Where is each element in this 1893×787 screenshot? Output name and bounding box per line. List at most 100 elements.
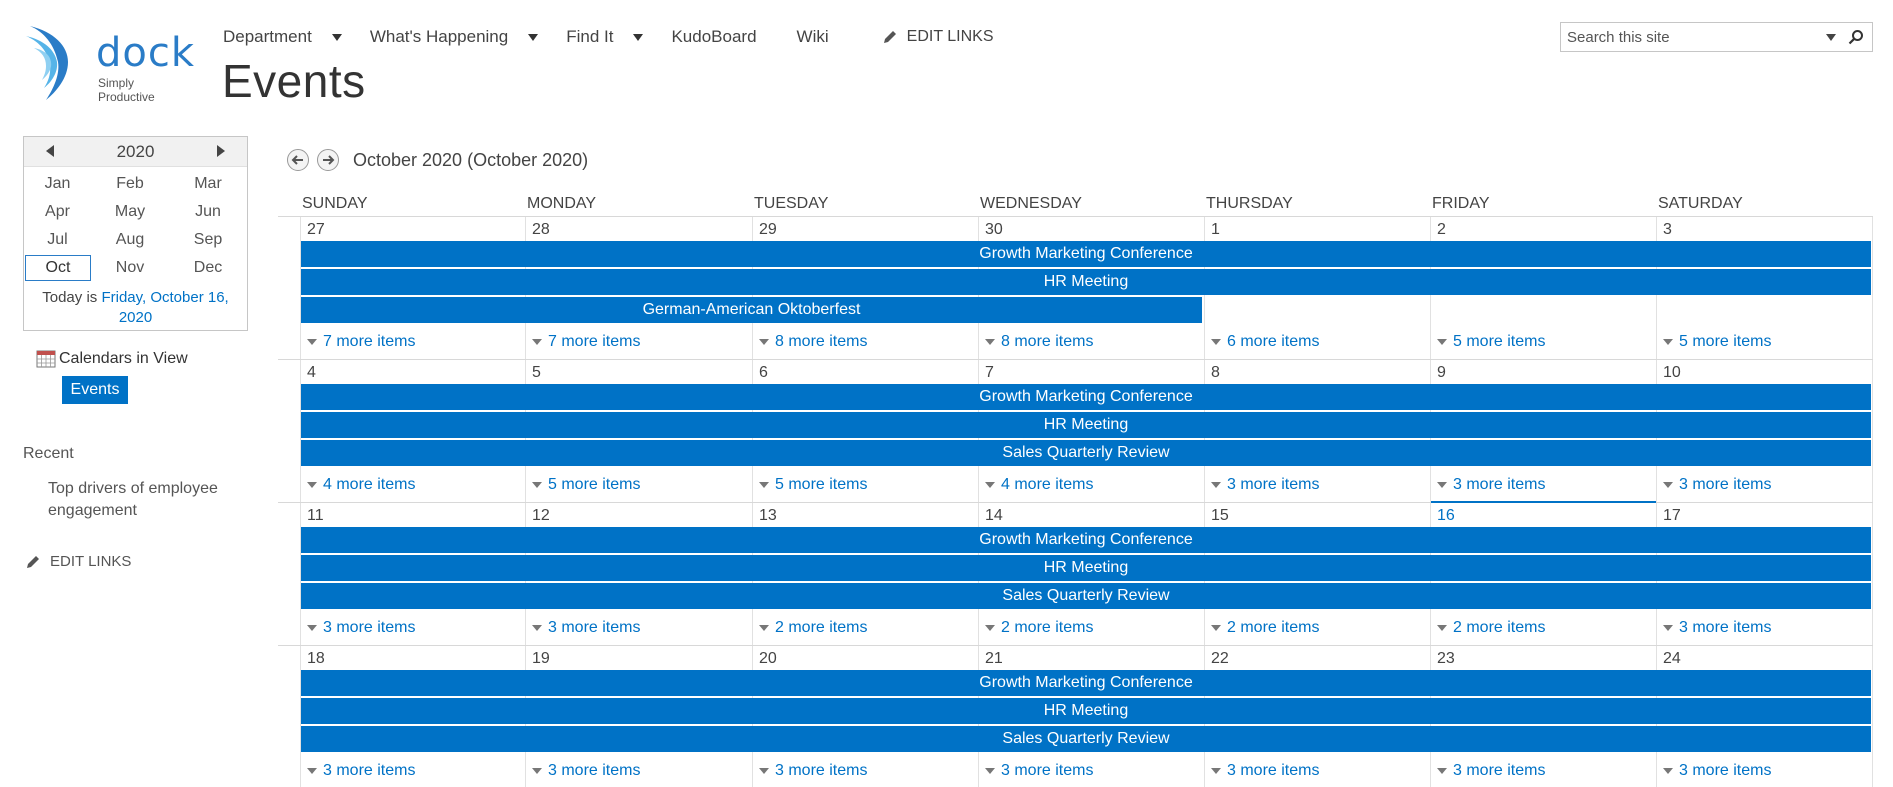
more-items-link[interactable]: 3 more items [1205,476,1319,494]
day-number[interactable]: 27 [307,221,325,238]
event-bar[interactable]: Growth Marketing Conference [301,241,1871,267]
day-number[interactable]: 21 [985,650,1003,667]
more-items-link[interactable]: 5 more items [526,476,640,494]
caret-down-icon[interactable] [331,33,342,41]
search-scope-dropdown-icon[interactable] [1826,33,1836,41]
more-items-link[interactable]: 4 more items [979,476,1093,494]
more-items-link[interactable]: 3 more items [1657,619,1771,637]
recent-link[interactable]: Top drivers of employee engagement [48,480,218,519]
day-number[interactable]: 11 [307,507,324,524]
today-date-link[interactable]: Friday, October 16, 2020 [101,289,229,326]
month-sep[interactable]: Sep [193,231,223,248]
more-items-link[interactable]: 2 more items [1205,619,1319,637]
day-number[interactable]: 6 [759,364,768,381]
event-bar[interactable]: Sales Quarterly Review [301,440,1871,466]
event-bar[interactable]: Growth Marketing Conference [301,527,1871,553]
month-mar[interactable]: Mar [194,175,222,192]
day-cell[interactable]: 10 3 more items [1656,360,1873,503]
more-items-link[interactable]: 3 more items [301,619,415,637]
site-logo[interactable]: dock Simply Productive [24,22,194,104]
day-number[interactable]: 17 [1663,507,1681,524]
month-jul[interactable]: Jul [47,231,68,248]
day-number[interactable]: 8 [1211,364,1220,381]
event-bar[interactable]: HR Meeting [301,412,1871,438]
day-number[interactable]: 19 [532,650,550,667]
edit-links-top-button[interactable]: EDIT LINKS [883,28,994,46]
month-jun[interactable]: Jun [195,203,221,220]
day-cell[interactable]: 18 3 more items [300,646,525,787]
more-items-link[interactable]: 2 more items [1431,619,1545,637]
month-nov[interactable]: Nov [115,259,145,276]
more-items-link[interactable]: 5 more items [1657,333,1771,351]
day-number[interactable]: 18 [307,650,325,667]
month-apr[interactable]: Apr [45,203,70,220]
day-cell[interactable]: 27 7 more items [300,217,525,360]
calendar-chip-events[interactable]: Events [62,376,128,404]
nav-item-department[interactable]: Department [223,27,358,47]
day-number[interactable]: 7 [985,364,994,381]
month-oct[interactable]: Oct [25,255,91,281]
event-bar[interactable]: Growth Marketing Conference [301,384,1871,410]
more-items-link[interactable]: 8 more items [753,333,867,351]
day-number[interactable]: 1 [1211,221,1220,238]
nav-item-wiki[interactable]: Wiki [797,27,829,47]
edit-links-left-button[interactable]: EDIT LINKS [26,553,131,570]
search-input[interactable] [1561,24,1826,50]
day-number[interactable]: 14 [985,507,1003,524]
day-number[interactable]: 5 [532,364,541,381]
day-number[interactable]: 3 [1663,221,1672,238]
month-dec[interactable]: Dec [193,259,223,276]
more-items-link[interactable]: 3 more items [526,619,640,637]
event-bar[interactable]: HR Meeting [301,698,1871,724]
day-number[interactable]: 30 [985,221,1003,238]
day-cell[interactable]: 22 3 more items [1204,646,1430,787]
day-number[interactable]: 24 [1663,650,1681,667]
more-items-link[interactable]: 2 more items [753,619,867,637]
more-items-link[interactable]: 8 more items [979,333,1093,351]
month-feb[interactable]: Feb [116,175,144,192]
more-items-link[interactable]: 3 more items [1205,762,1319,780]
more-items-link[interactable]: 3 more items [753,762,867,780]
month-jan[interactable]: Jan [44,175,71,192]
month-aug[interactable]: Aug [115,231,145,248]
more-items-link[interactable]: 5 more items [1431,333,1545,351]
event-bar[interactable]: Growth Marketing Conference [301,670,1871,696]
day-cell[interactable]: 11 3 more items [300,503,525,646]
day-number[interactable]: 28 [532,221,550,238]
event-bar[interactable]: HR Meeting [301,555,1871,581]
more-items-link[interactable]: 3 more items [301,762,415,780]
day-number[interactable]: 29 [759,221,777,238]
event-bar[interactable]: HR Meeting [301,269,1871,295]
more-items-link[interactable]: 5 more items [753,476,867,494]
more-items-link[interactable]: 3 more items [1657,476,1771,494]
event-bar[interactable]: Sales Quarterly Review [301,583,1871,609]
more-items-link[interactable]: 7 more items [301,333,415,351]
more-items-link[interactable]: 6 more items [1205,333,1319,351]
more-items-link[interactable]: 3 more items [1657,762,1771,780]
more-items-link[interactable]: 2 more items [979,619,1093,637]
next-year-icon[interactable] [217,145,225,157]
day-number[interactable]: 22 [1211,650,1229,667]
month-may[interactable]: May [114,203,146,220]
nav-item-find-it[interactable]: Find It [566,27,659,47]
previous-year-icon[interactable] [46,145,54,157]
event-bar[interactable]: German-American Oktoberfest [301,297,1202,323]
day-number[interactable]: 12 [532,507,550,524]
more-items-link[interactable]: 7 more items [526,333,640,351]
search-icon[interactable] [1848,29,1864,45]
more-items-link[interactable]: 3 more items [526,762,640,780]
day-number[interactable]: 2 [1437,221,1446,238]
day-number[interactable]: 9 [1437,364,1446,381]
next-month-button[interactable] [317,149,339,171]
day-number[interactable]: 23 [1437,650,1455,667]
day-cell[interactable]: 4 4 more items [300,360,525,503]
more-items-link[interactable]: 4 more items [301,476,415,494]
more-items-link[interactable]: 3 more items [1431,476,1545,494]
more-items-link[interactable]: 3 more items [1431,762,1545,780]
day-number[interactable]: 20 [759,650,777,667]
event-bar[interactable]: Sales Quarterly Review [301,726,1871,752]
more-items-link[interactable]: 3 more items [979,762,1093,780]
day-number[interactable]: 4 [307,364,316,381]
day-number[interactable]: 13 [759,507,777,524]
nav-item-kudoboard[interactable]: KudoBoard [671,27,756,47]
